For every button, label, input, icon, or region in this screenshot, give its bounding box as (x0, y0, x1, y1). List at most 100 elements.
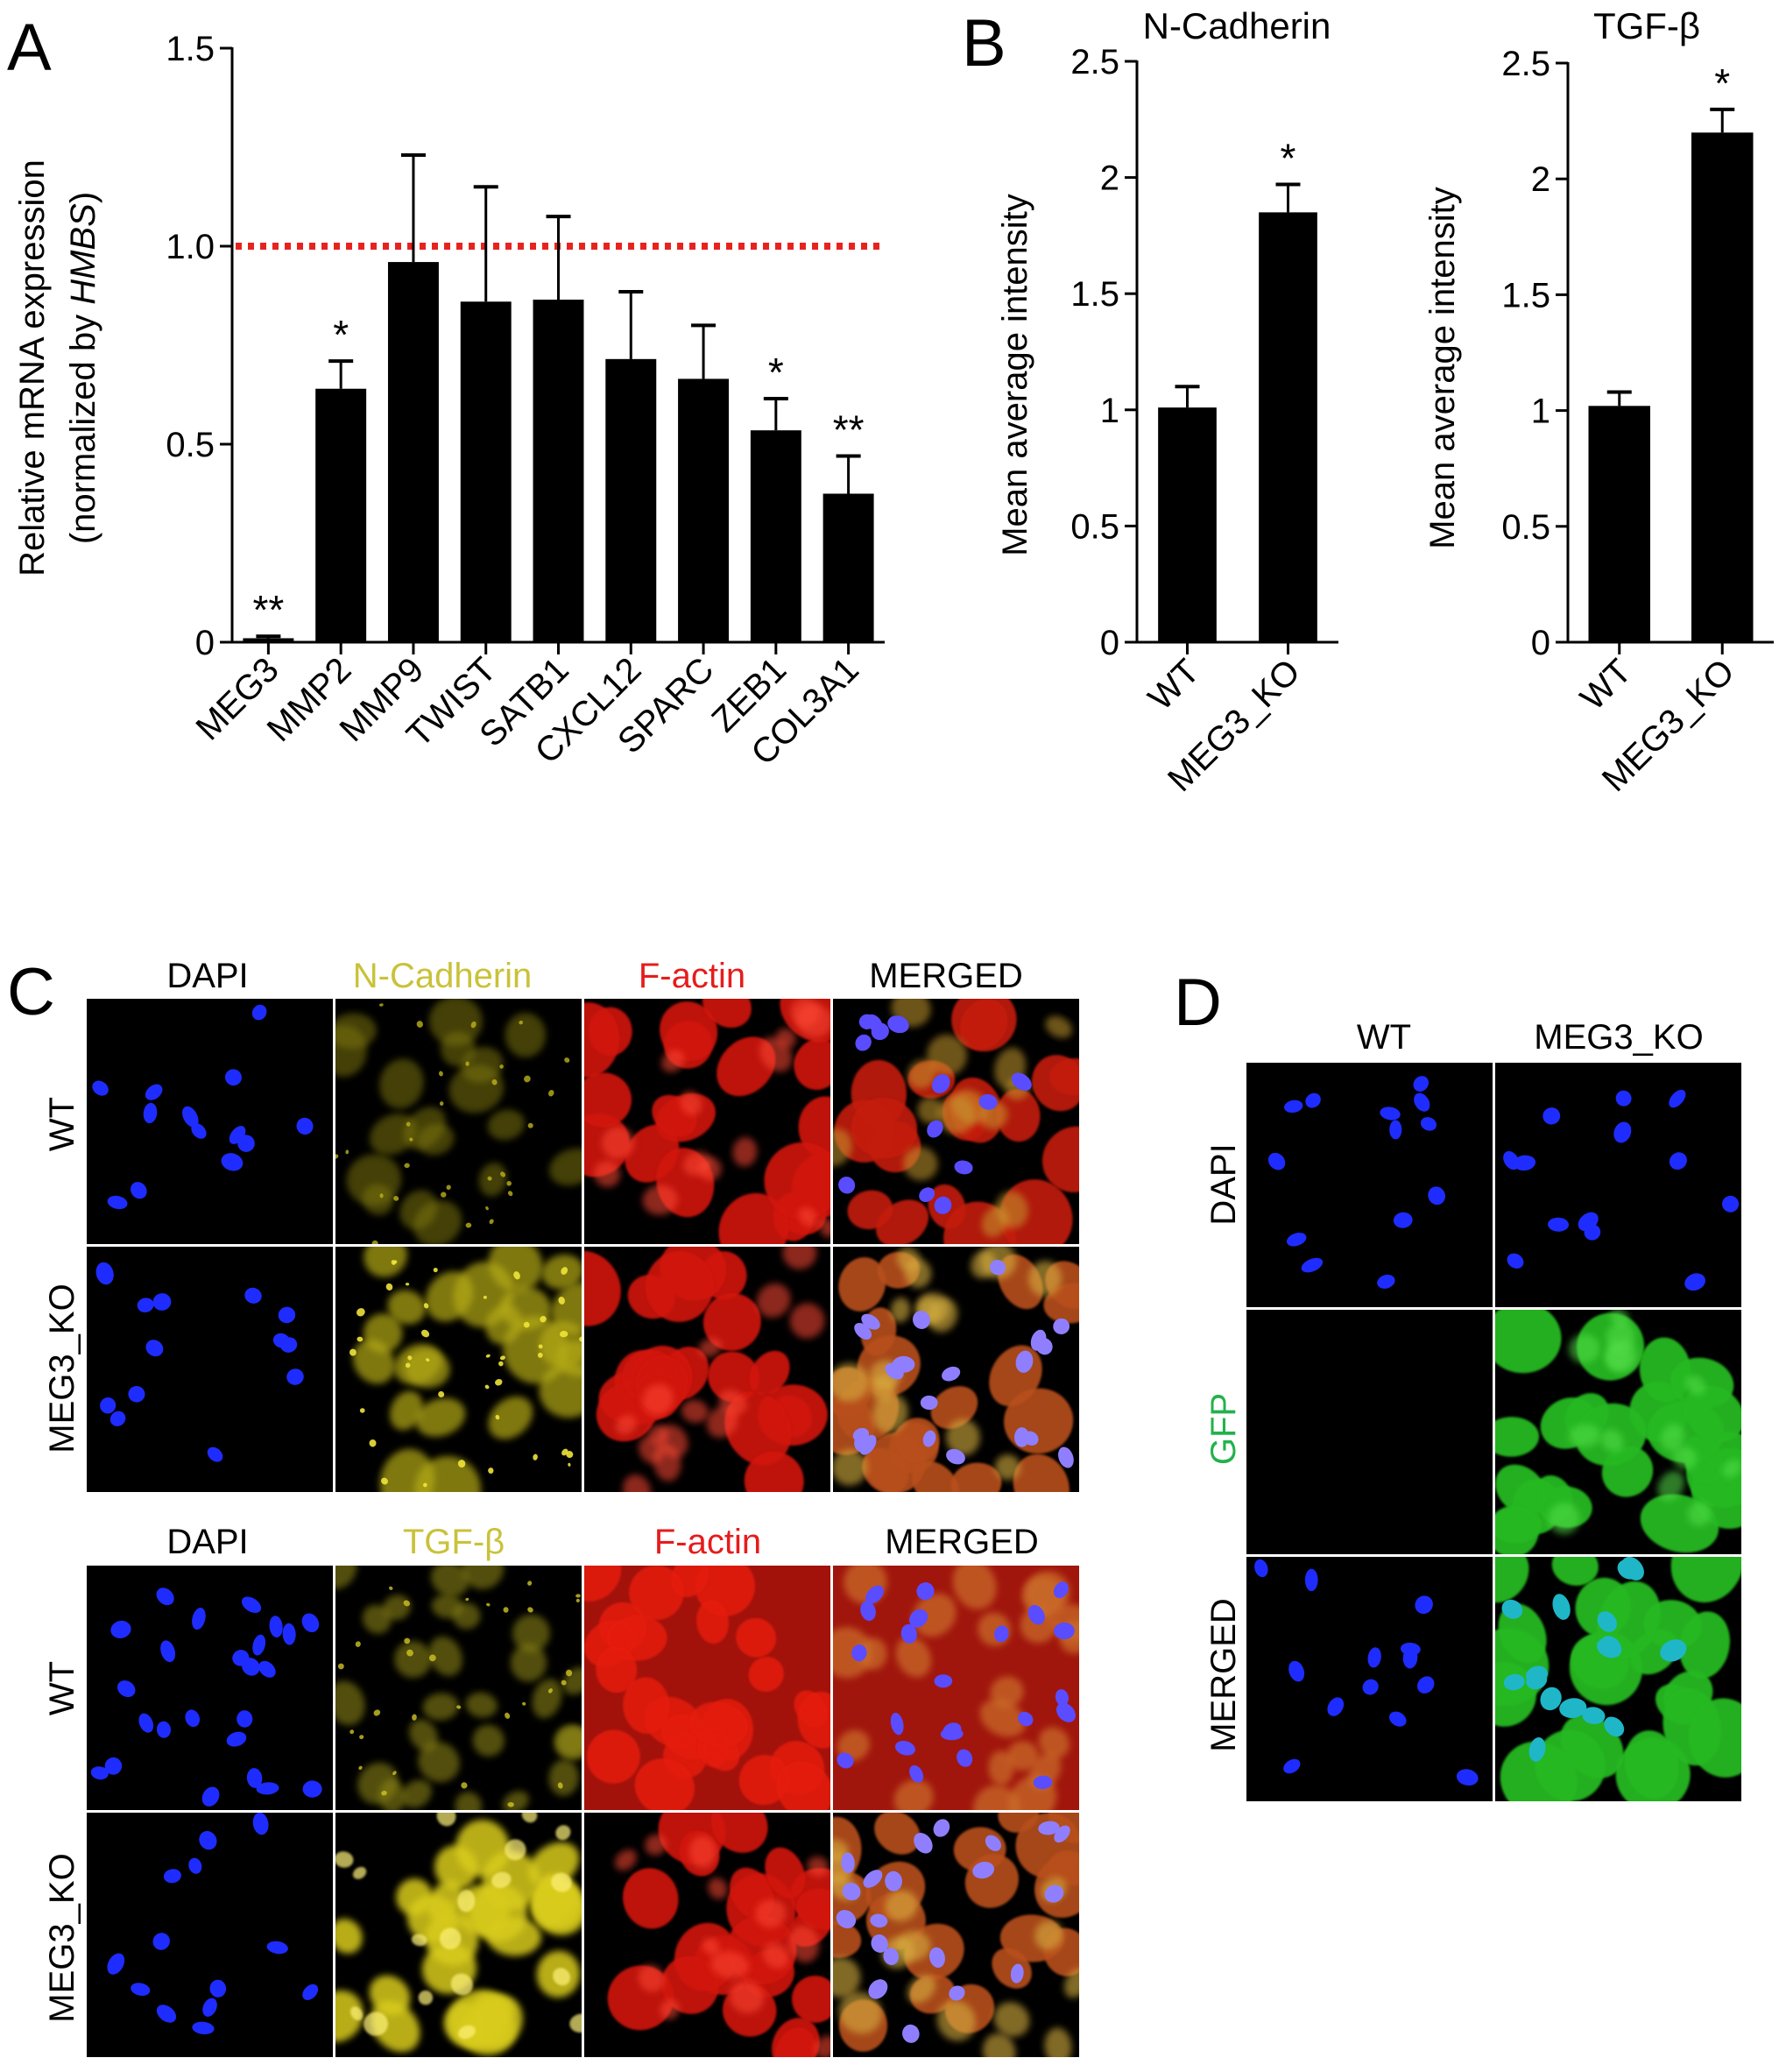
cell-body (917, 1097, 944, 1124)
nucleus (1456, 1769, 1479, 1786)
y-tick-label: 1.5 (1501, 276, 1550, 315)
cell-body (359, 1735, 364, 1740)
cell-body (523, 1321, 530, 1328)
nucleus (1058, 1446, 1074, 1468)
cell-body (539, 1363, 582, 1418)
nucleus (191, 1123, 207, 1139)
nucleus (851, 1644, 867, 1662)
panel-c-top-image-grid (87, 999, 1079, 1492)
cell-body (1684, 1385, 1741, 1442)
cell-body (1685, 1375, 1706, 1396)
panel-letter-c: C (7, 955, 55, 1029)
nucleus (985, 1835, 1001, 1851)
cell-body (404, 1637, 411, 1644)
cell-body (457, 1890, 476, 1913)
cell-body (710, 1813, 768, 1853)
nucleus (1669, 1152, 1687, 1170)
nucleus (192, 1608, 206, 1630)
cell-body (819, 1218, 830, 1238)
nucleus (221, 1153, 244, 1171)
nucleus (1604, 1716, 1625, 1737)
cell-body (702, 1938, 720, 1955)
cell-body (936, 2000, 976, 2041)
nucleus (927, 1120, 943, 1138)
cell-body (698, 1338, 722, 1357)
cell-body (358, 1765, 363, 1771)
micrograph-tile-merged (833, 999, 1079, 1244)
panel-c-top-row-wt: WT (43, 1097, 81, 1151)
nucleus (156, 1588, 174, 1606)
cell-body (416, 1021, 423, 1028)
nucleus (207, 1446, 223, 1462)
cell-body (505, 1712, 511, 1719)
nucleus (1528, 1737, 1546, 1762)
nucleus (182, 1106, 199, 1128)
cell-body (903, 1146, 938, 1181)
cell-body (833, 1956, 861, 1998)
cell-body (702, 1293, 761, 1351)
cell-body (1495, 1507, 1543, 1544)
nucleus (116, 1680, 136, 1698)
cell-body (335, 1680, 365, 1726)
cell-body (426, 1358, 430, 1362)
nucleus (1548, 1217, 1570, 1232)
cell-body (952, 1566, 997, 1609)
bar (533, 300, 584, 642)
nucleus (104, 1757, 123, 1775)
panel-c-top-col-ncadherin: N-Cadherin (353, 957, 533, 995)
nucleus (1582, 1707, 1606, 1724)
cell-body (385, 1283, 393, 1291)
cell-body (642, 1383, 674, 1416)
cell-body (1038, 1727, 1070, 1758)
nucleus (1389, 1711, 1407, 1727)
cell-body (584, 1002, 620, 1078)
significance-label: ** (833, 407, 865, 453)
nucleus (890, 1712, 904, 1736)
chart-b1-ylabel: Mean average intensity (996, 194, 1034, 556)
cell-body (524, 1075, 531, 1083)
nucleus (252, 1634, 266, 1656)
nucleus (143, 1102, 158, 1124)
cell-body (335, 1154, 339, 1159)
nucleus (1722, 1195, 1740, 1213)
cell-body (990, 1676, 1024, 1708)
cell-body (762, 1942, 789, 1969)
cell-body (352, 1866, 367, 1879)
cell-body (981, 1206, 1009, 1238)
cell-body (337, 1663, 344, 1670)
nucleus (1035, 1338, 1053, 1355)
nucleus (1011, 1072, 1032, 1091)
nucleus (1254, 1559, 1268, 1578)
cell-body (794, 1038, 830, 1090)
cell-body (851, 1098, 918, 1159)
tile-content (87, 1813, 333, 2057)
cell-body (688, 1835, 717, 1869)
cell-body (488, 1467, 494, 1474)
cell-body (433, 1268, 438, 1273)
cell-body (638, 1964, 665, 1992)
nucleus (841, 1852, 855, 1873)
cell-body (1606, 1321, 1635, 1353)
nucleus (1055, 1702, 1076, 1722)
cell-body (557, 1782, 563, 1789)
panel-c-bottom-row-wt: WT (43, 1661, 81, 1715)
bar (1259, 212, 1317, 642)
cell-body (993, 2002, 1030, 2037)
cell-body (504, 1839, 526, 1861)
nucleus (1501, 1599, 1523, 1619)
y-tick-label: 2.5 (1070, 43, 1119, 81)
cell-body (681, 1399, 709, 1423)
nucleus (842, 1882, 861, 1901)
micrograph-tile-dapi (1246, 1063, 1493, 1307)
nucleus (1552, 1594, 1571, 1620)
nucleus (1428, 1186, 1445, 1206)
cell-body (738, 1755, 790, 1806)
cell-body (1548, 1503, 1580, 1535)
cell-body (387, 1290, 426, 1325)
cell-body (371, 1240, 378, 1244)
nucleus (922, 1430, 936, 1447)
nucleus (1413, 1076, 1430, 1092)
panel-letter-a: A (7, 11, 52, 85)
nucleus (909, 1609, 928, 1628)
nucleus (1684, 1273, 1705, 1291)
